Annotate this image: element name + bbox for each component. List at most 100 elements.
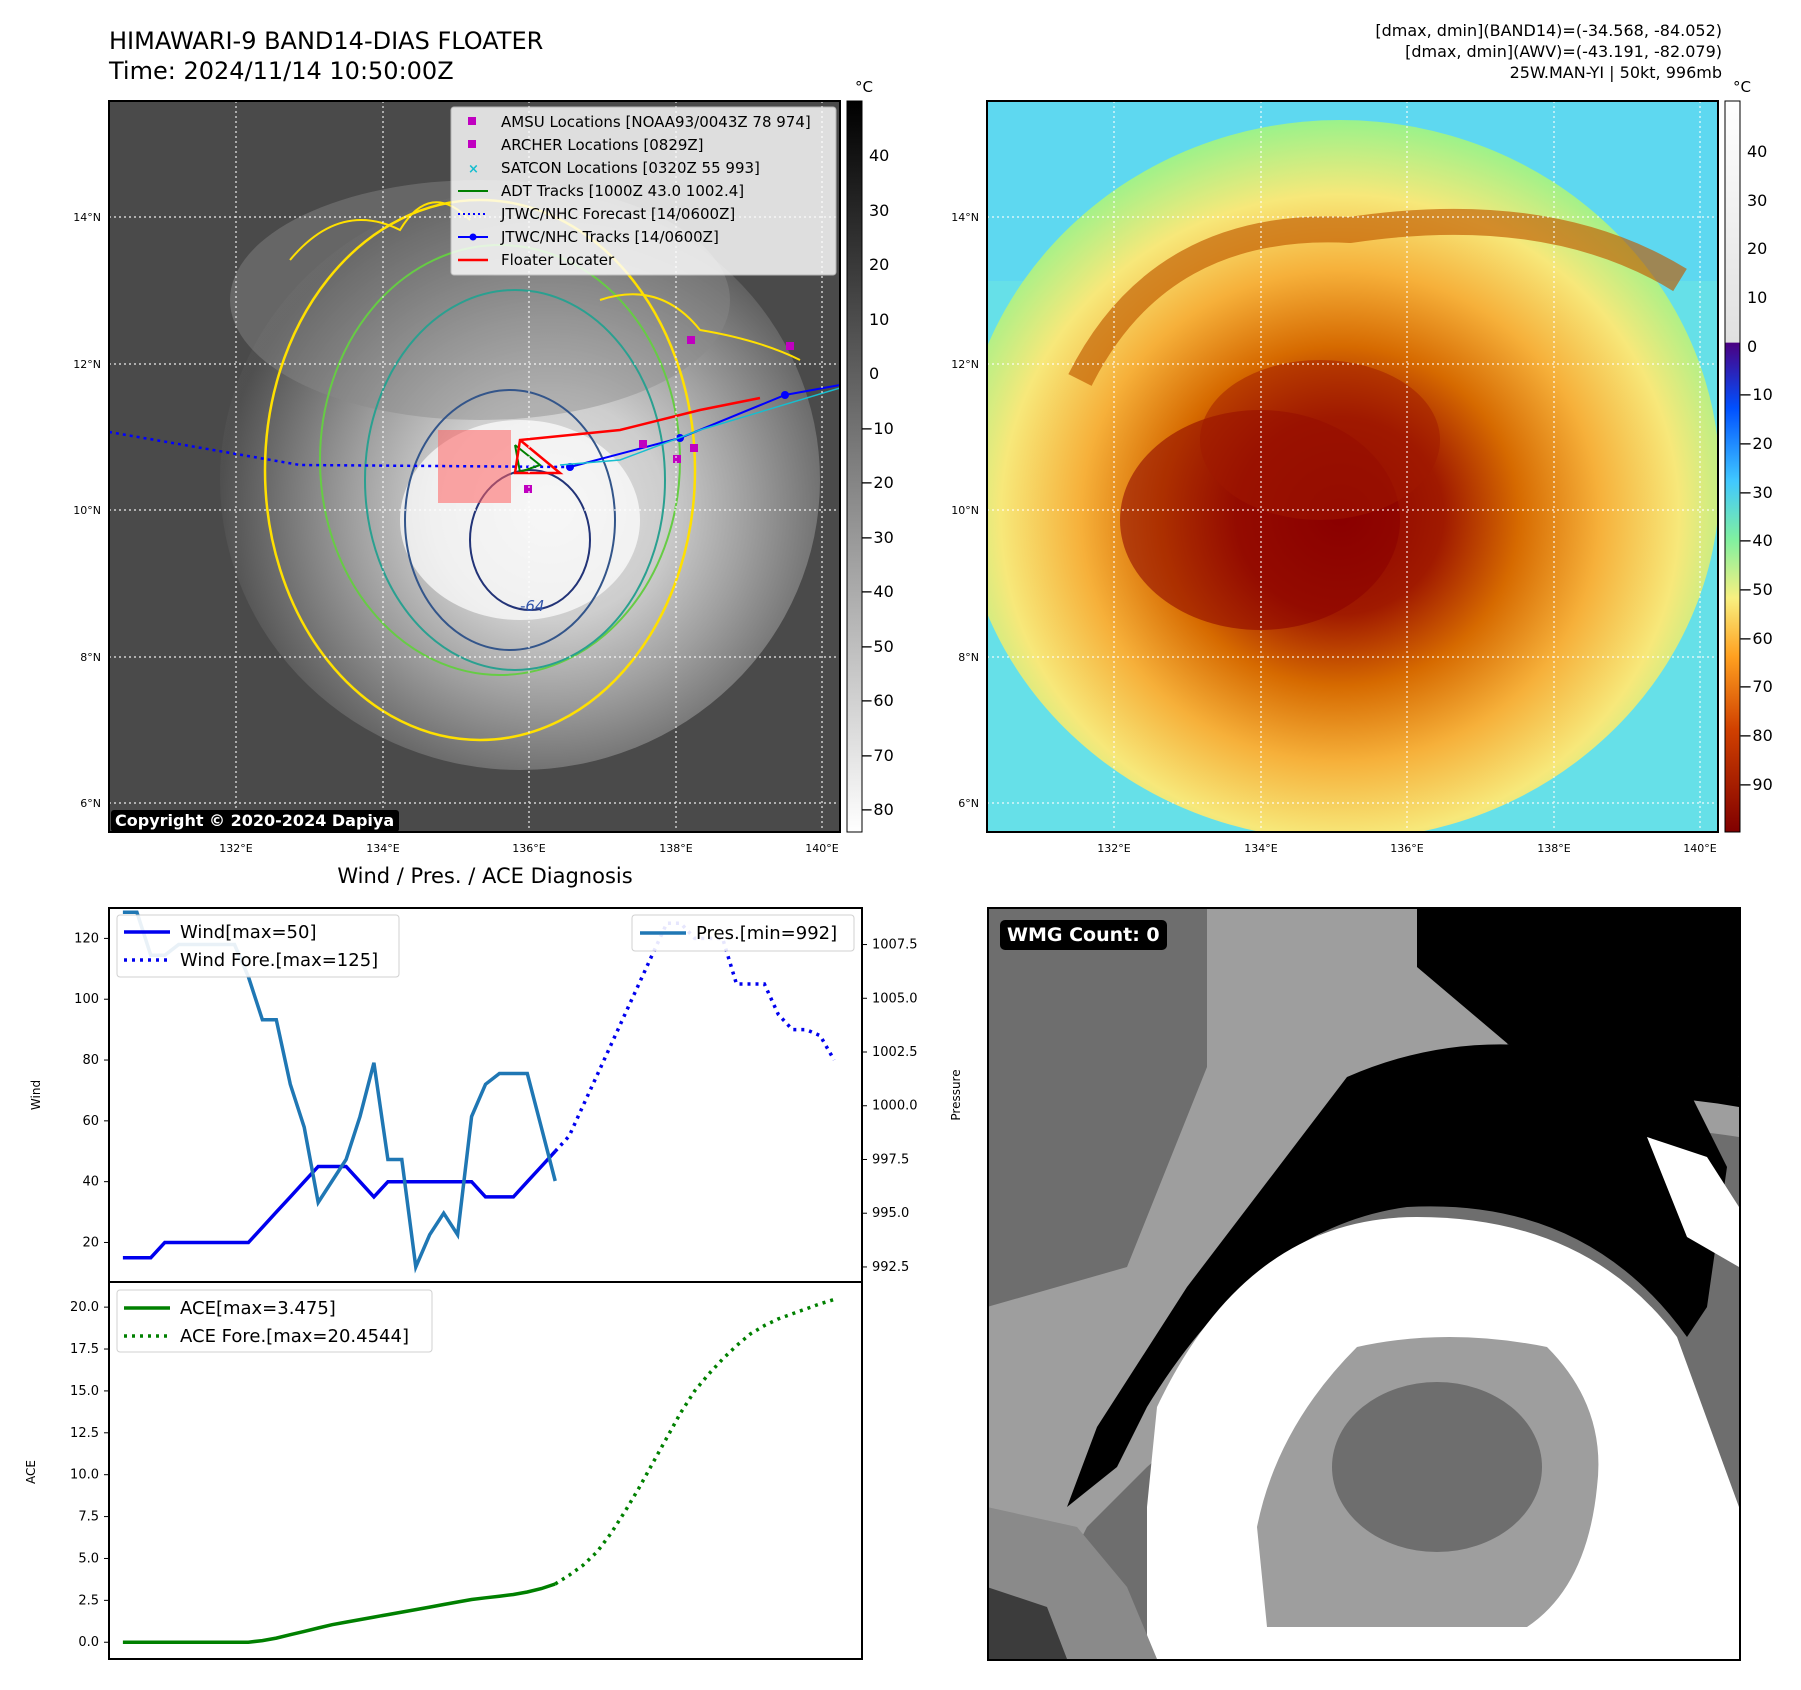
- svg-text:−80: −80: [1739, 726, 1773, 745]
- legend-label-floater: Floater Locater: [501, 251, 615, 269]
- lon-label-134e: 134°E: [366, 842, 399, 855]
- ace-tick-label-2: 5.0: [78, 1551, 99, 1566]
- svg-text:40: 40: [1747, 142, 1767, 161]
- ace-tick-label-1: 2.5: [78, 1593, 99, 1608]
- legend-wind-label: Wind[max=50]: [180, 922, 317, 943]
- lon-label-132e: 132°E: [219, 842, 252, 855]
- ace-tick-label-3: 7.5: [78, 1510, 99, 1525]
- pres-tick-label-6: 1007.5: [872, 938, 918, 953]
- series-line-ace-fore: [554, 1297, 835, 1586]
- lat-label-6n: 6°N: [80, 797, 101, 810]
- legend-label-satcon: SATCON Locations [0320Z 55 993]: [501, 159, 760, 177]
- wmg-count-badge: WMG Count: 0: [1000, 920, 1167, 950]
- series-line-ace: [122, 1582, 556, 1644]
- svg-text:−70: −70: [860, 746, 894, 765]
- awv-colorbar-unit: °C: [1733, 78, 1751, 96]
- ace-tick-label-8: 20.0: [70, 1300, 99, 1315]
- svg-text:−90: −90: [1739, 775, 1773, 794]
- legend-label-tracks: JTWC/NHC Tracks [14/0600Z]: [500, 228, 719, 246]
- lon-label-136e: 136°E: [512, 842, 545, 855]
- wmg-panel: [987, 907, 1741, 1661]
- legend-satcon-marker: ×: [468, 162, 479, 177]
- legend-label-archer: ARCHER Locations [0829Z]: [501, 136, 704, 154]
- svg-text:−40: −40: [1739, 531, 1773, 550]
- svg-text:−20: −20: [1739, 434, 1773, 453]
- legend-label-amsu: AMSU Locations [NOAA93/0043Z 78 974]: [501, 113, 811, 131]
- pres-legend: Pres.[min=992]: [631, 914, 855, 952]
- svg-text:20: 20: [1747, 239, 1767, 258]
- svg-text:−60: −60: [1739, 629, 1773, 648]
- ace-legend: ACE[max=3.475] ACE Fore.[max=20.4544]: [116, 1289, 433, 1353]
- ace-tick-label-0: 0.0: [78, 1635, 99, 1650]
- awv-lon-label-136e: 136°E: [1390, 842, 1423, 855]
- legend-wind-fore-label: Wind Fore.[max=125]: [180, 950, 378, 971]
- svg-text:20: 20: [869, 255, 889, 274]
- info-line1: [dmax, dmin](BAND14)=(-34.568, -84.052): [1375, 21, 1722, 40]
- pres-tick-label-1: 995.0: [872, 1206, 909, 1221]
- legend-ace-label: ACE[max=3.475]: [180, 1298, 336, 1319]
- awv-lat-label-12n: 12°N: [951, 358, 979, 371]
- ace-axis-label: ACE: [24, 1460, 38, 1484]
- lat-label-8n: 8°N: [80, 651, 101, 664]
- svg-text:30: 30: [869, 201, 889, 220]
- wind-tick-label-2: 60: [82, 1114, 99, 1129]
- svg-text:10: 10: [869, 310, 889, 329]
- wind-tick-label-0: 20: [82, 1235, 99, 1250]
- map-legend: × AMSU Locations [NOAA93/0043Z 78 974] A…: [450, 106, 837, 276]
- pres-tick-label-3: 1000.0: [872, 1099, 918, 1114]
- awv-lon-label-134e: 134°E: [1244, 842, 1277, 855]
- svg-text:30: 30: [1747, 191, 1767, 210]
- legend-label-forecast: JTWC/NHC Forecast [14/0600Z]: [500, 205, 735, 223]
- wind-legend: Wind[max=50] Wind Fore.[max=125]: [116, 914, 400, 978]
- svg-text:0: 0: [1747, 337, 1757, 356]
- lon-label-138e: 138°E: [659, 842, 692, 855]
- awv-lat-label-10n: 10°N: [951, 504, 979, 517]
- svg-text:−10: −10: [860, 419, 894, 438]
- wind-tick-label-4: 100: [74, 992, 99, 1007]
- info-line3: 25W.MAN-YI | 50kt, 996mb: [1509, 63, 1722, 82]
- gray-colorbar: [846, 100, 863, 833]
- svg-text:−50: −50: [1739, 580, 1773, 599]
- ace-tick-label-7: 17.5: [70, 1342, 99, 1357]
- svg-text:−40: −40: [860, 582, 894, 601]
- svg-text:−10: −10: [1739, 385, 1773, 404]
- svg-text:−20: −20: [860, 473, 894, 492]
- pressure-axis-label: Pressure: [949, 1069, 963, 1120]
- svg-text:10: 10: [1747, 288, 1767, 307]
- ace-axes: [108, 1281, 863, 1660]
- lat-label-12n: 12°N: [73, 358, 101, 371]
- ace-tick-label-4: 10.0: [70, 1468, 99, 1483]
- pres-tick-label-4: 1002.5: [872, 1045, 918, 1060]
- legend-label-adt: ADT Tracks [1000Z 43.0 1002.4]: [501, 182, 744, 200]
- pres-tick-label-5: 1005.0: [872, 991, 918, 1006]
- wind-tick-label-5: 120: [74, 931, 99, 946]
- copyright-badge: Copyright © 2020-2024 Dapiya: [111, 810, 400, 832]
- gray-colorbar-ticks: 40 30 20 10 0 −10 −20 −30 −40 −50 −60 −7…: [860, 146, 894, 819]
- lat-label-14n: 14°N: [73, 211, 101, 224]
- svg-text:0: 0: [869, 364, 879, 383]
- awv-map-panel: 14°N 12°N 10°N 8°N 6°N 132°E 134°E 136°E…: [951, 100, 1773, 855]
- legend-ace-fore-label: ACE Fore.[max=20.4544]: [180, 1326, 409, 1347]
- legend-archer-marker: [468, 140, 476, 148]
- svg-text:−60: −60: [860, 691, 894, 710]
- contour-label: -64: [520, 597, 545, 615]
- ace-tick-label-6: 15.0: [70, 1384, 99, 1399]
- awv-lon-label-140e: 140°E: [1683, 842, 1716, 855]
- awv-lon-label-138e: 138°E: [1537, 842, 1570, 855]
- svg-text:−50: −50: [860, 637, 894, 656]
- figure-title-line1: HIMAWARI-9 BAND14-DIAS FLOATER: [109, 27, 544, 55]
- svg-text:−30: −30: [860, 528, 894, 547]
- wind-axis-label: Wind: [29, 1080, 43, 1110]
- awv-colorbar-ticks: 40 30 20 10 0 −10 −20 −30 −40 −50 −60 −7…: [1739, 142, 1773, 794]
- diagnosis-charts: 20 40 60 80 100 120 992.5 995.0 997.5 1000.0 1002…: [24, 907, 963, 1660]
- legend-pres-label: Pres.[min=992]: [696, 923, 837, 944]
- series-line-wind: [122, 1150, 557, 1260]
- ir-map-panel: -64 14°N 12°N 10°N 8°N 6°N 132°E 134°E 1…: [73, 100, 894, 855]
- lon-label-140e: 140°E: [805, 842, 838, 855]
- awv-lon-label-132e: 132°E: [1097, 842, 1130, 855]
- gray-colorbar-unit: °C: [855, 78, 873, 96]
- svg-text:−80: −80: [860, 800, 894, 819]
- pres-tick-label-0: 992.5: [872, 1260, 909, 1275]
- awv-lat-label-8n: 8°N: [958, 651, 979, 664]
- wind-tick-label-1: 40: [82, 1175, 99, 1190]
